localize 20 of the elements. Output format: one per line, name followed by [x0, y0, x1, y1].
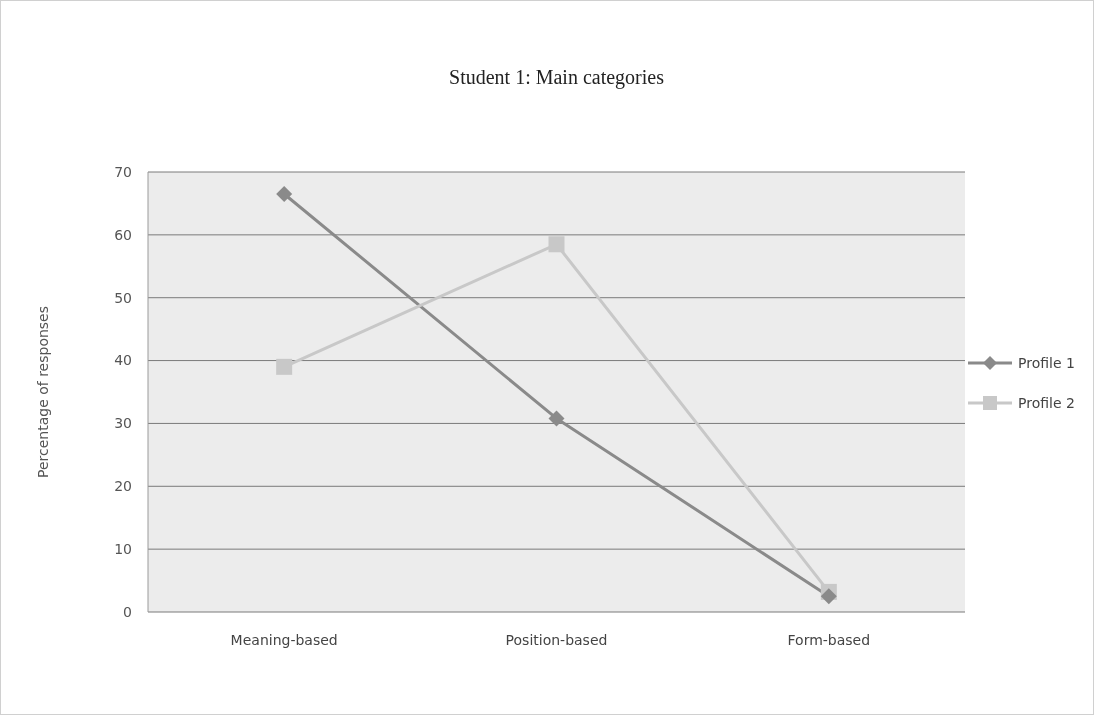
y-tick-label: 30: [114, 415, 132, 432]
x-tick-label: Form-based: [787, 632, 871, 648]
x-tick-label: Position-based: [505, 632, 608, 648]
legend-label: Profile 1: [1018, 354, 1075, 371]
point: [820, 588, 837, 605]
y-axis-title: Percentage of responses: [35, 305, 51, 479]
y-tick-label: 40: [114, 352, 132, 369]
y-tick-label: 50: [114, 289, 132, 306]
y-tick-label: 20: [114, 478, 132, 495]
legend-label: Profile 2: [1018, 394, 1075, 411]
y-tick-label: 10: [114, 541, 132, 558]
y-tick-label: 60: [114, 226, 132, 243]
x-tick-label: Meaning-based: [230, 632, 338, 648]
point: [548, 410, 565, 427]
y-tick-label: 0: [123, 603, 132, 620]
point: [276, 358, 293, 375]
chart-title: Student 1: Main categories: [449, 66, 665, 89]
y-tick-label: 70: [114, 163, 132, 180]
point: [276, 186, 293, 202]
point: [548, 236, 565, 253]
